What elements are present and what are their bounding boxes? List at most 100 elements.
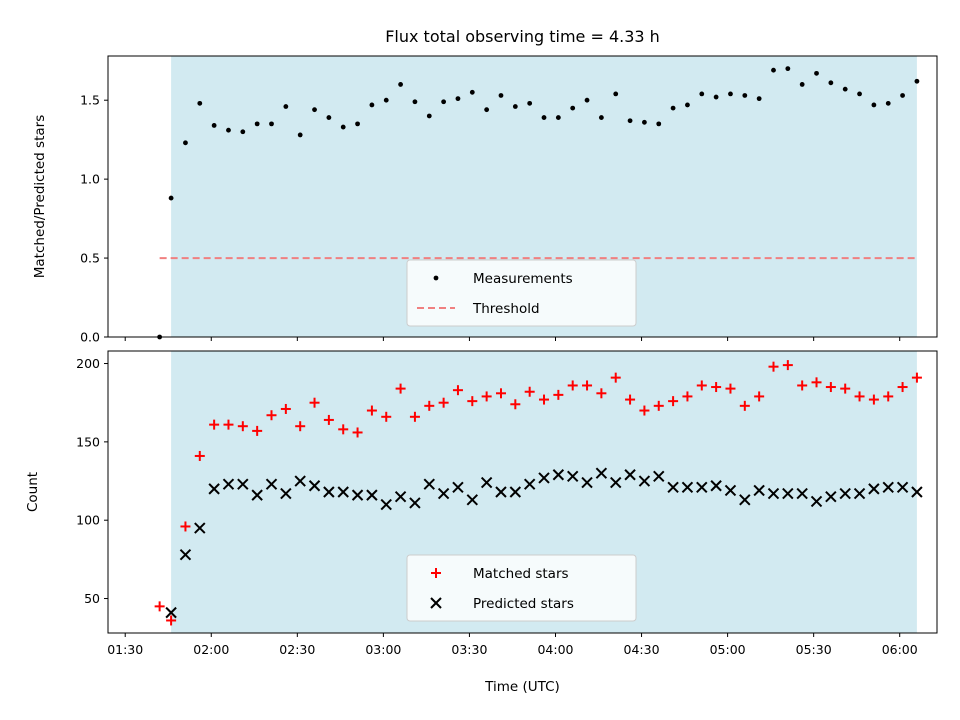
y-tick-label: 1.5 [80, 93, 100, 108]
measurement-point [871, 102, 877, 108]
matched-stars-point [782, 360, 793, 371]
measurement-point [900, 93, 905, 98]
measurement-point [226, 127, 231, 133]
x-tick-label: 02:30 [279, 642, 315, 657]
matched-stars-point [653, 400, 664, 411]
measurement-point [799, 82, 805, 87]
matched-stars-point [209, 419, 220, 430]
count-series [154, 360, 923, 626]
measurement-point [541, 115, 547, 120]
chart-title: Flux total observing time = 4.33 h [385, 27, 660, 46]
matched-stars-point [883, 391, 894, 402]
measurement-point [756, 96, 762, 102]
matched-stars-point [668, 396, 679, 407]
predicted-stars-point [423, 478, 435, 490]
measurement-point [369, 102, 375, 108]
matched-stars-point [252, 425, 263, 436]
predicted-stars-point [194, 522, 206, 534]
legend-label: Threshold [472, 301, 540, 317]
measurement-point [297, 132, 303, 138]
measurement-point [555, 115, 561, 120]
legend-label: Matched stars [473, 566, 569, 582]
matched-stars-point [754, 391, 765, 402]
time-x-axis-label: Time (UTC) [484, 679, 560, 695]
predicted-stars-point [523, 478, 536, 490]
measurement-point [398, 82, 403, 87]
matched-stars-point [481, 391, 492, 402]
x-tick-label: 04:00 [537, 642, 573, 657]
measurement-point [168, 195, 174, 201]
predicted-stars-point [337, 486, 349, 498]
predicted-stars-point [251, 489, 263, 501]
measurement-point [885, 100, 891, 106]
predicted-stars-point [222, 478, 235, 490]
x-tick-label: 05:00 [710, 642, 746, 657]
predicted-stars-point [452, 481, 464, 494]
matched-stars-point [610, 372, 621, 383]
matched-stars-point [596, 388, 607, 399]
measurement-point [670, 105, 676, 111]
predicted-stars-point [911, 486, 923, 498]
predicted-stars-point [667, 481, 679, 494]
y-tick-label: 50 [84, 591, 100, 606]
matched-stars-point [180, 521, 191, 532]
predicted-stars-point [796, 487, 808, 500]
x-tick-label: 06:00 [882, 642, 918, 657]
measurement-point [484, 107, 490, 113]
matched-stars-point [309, 397, 320, 408]
matched-stars-point [768, 361, 779, 372]
predicted-stars-point [581, 476, 593, 489]
measurement-point [828, 80, 834, 86]
measurement-point [383, 97, 389, 103]
x-tick-label: 03:00 [365, 642, 401, 657]
ratio-y-axis-label: Matched/Predicted stars [32, 115, 48, 278]
measurement-point [842, 86, 848, 92]
matched-stars-point [409, 411, 420, 422]
measurement-point [699, 91, 705, 97]
matched-stars-point [352, 427, 363, 438]
x-tick-label: 02:00 [193, 642, 229, 657]
matched-stars-point [868, 394, 879, 405]
predicted-stars-point [308, 480, 321, 492]
matched-stars-point [711, 382, 722, 393]
predicted-stars-point [538, 472, 550, 484]
measurement-point [771, 67, 776, 73]
predicted-stars-point [782, 487, 794, 500]
measurement-point [527, 100, 533, 106]
matched-stars-point [739, 400, 750, 411]
predicted-stars-point [179, 548, 192, 561]
count-legend: Matched stars Predicted stars [406, 554, 637, 622]
measurement-point [254, 121, 260, 127]
predicted-stars-point [638, 475, 651, 487]
matched-stars-point [524, 386, 535, 397]
matched-stars-point [452, 385, 463, 396]
measurement-point [728, 91, 733, 97]
count-panel: 50 100 150 200 01:30 02:00 02:30 03:00 03:30 04:… [25, 350, 938, 695]
measurement-point [857, 91, 862, 97]
matched-stars-point [510, 399, 521, 410]
matched-stars-point [725, 383, 736, 394]
predicted-stars-point [595, 467, 608, 479]
predicted-stars-point [430, 597, 442, 609]
measurement-point [656, 121, 662, 127]
predicted-stars-point [466, 494, 479, 506]
matched-stars-point [280, 403, 291, 414]
measurement-point [685, 102, 690, 108]
matched-stars-point [395, 383, 406, 394]
predicted-stars-point [237, 478, 249, 490]
measurement-point [355, 121, 360, 127]
predicted-stars-point [853, 487, 866, 500]
predicted-stars-point [653, 470, 665, 483]
measurement-point [742, 93, 748, 98]
matched-stars-point [567, 380, 578, 391]
predicted-stars-point [165, 606, 177, 619]
predicted-stars-point [624, 469, 636, 481]
count-y-ticks: 50 100 150 200 [76, 356, 108, 606]
predicted-stars-point [437, 487, 450, 500]
matched-stars-point [467, 396, 478, 407]
predicted-stars-point [265, 478, 278, 490]
matched-stars-point [539, 394, 550, 405]
matched-stars-point [840, 383, 851, 394]
matched-stars-point [625, 394, 636, 405]
